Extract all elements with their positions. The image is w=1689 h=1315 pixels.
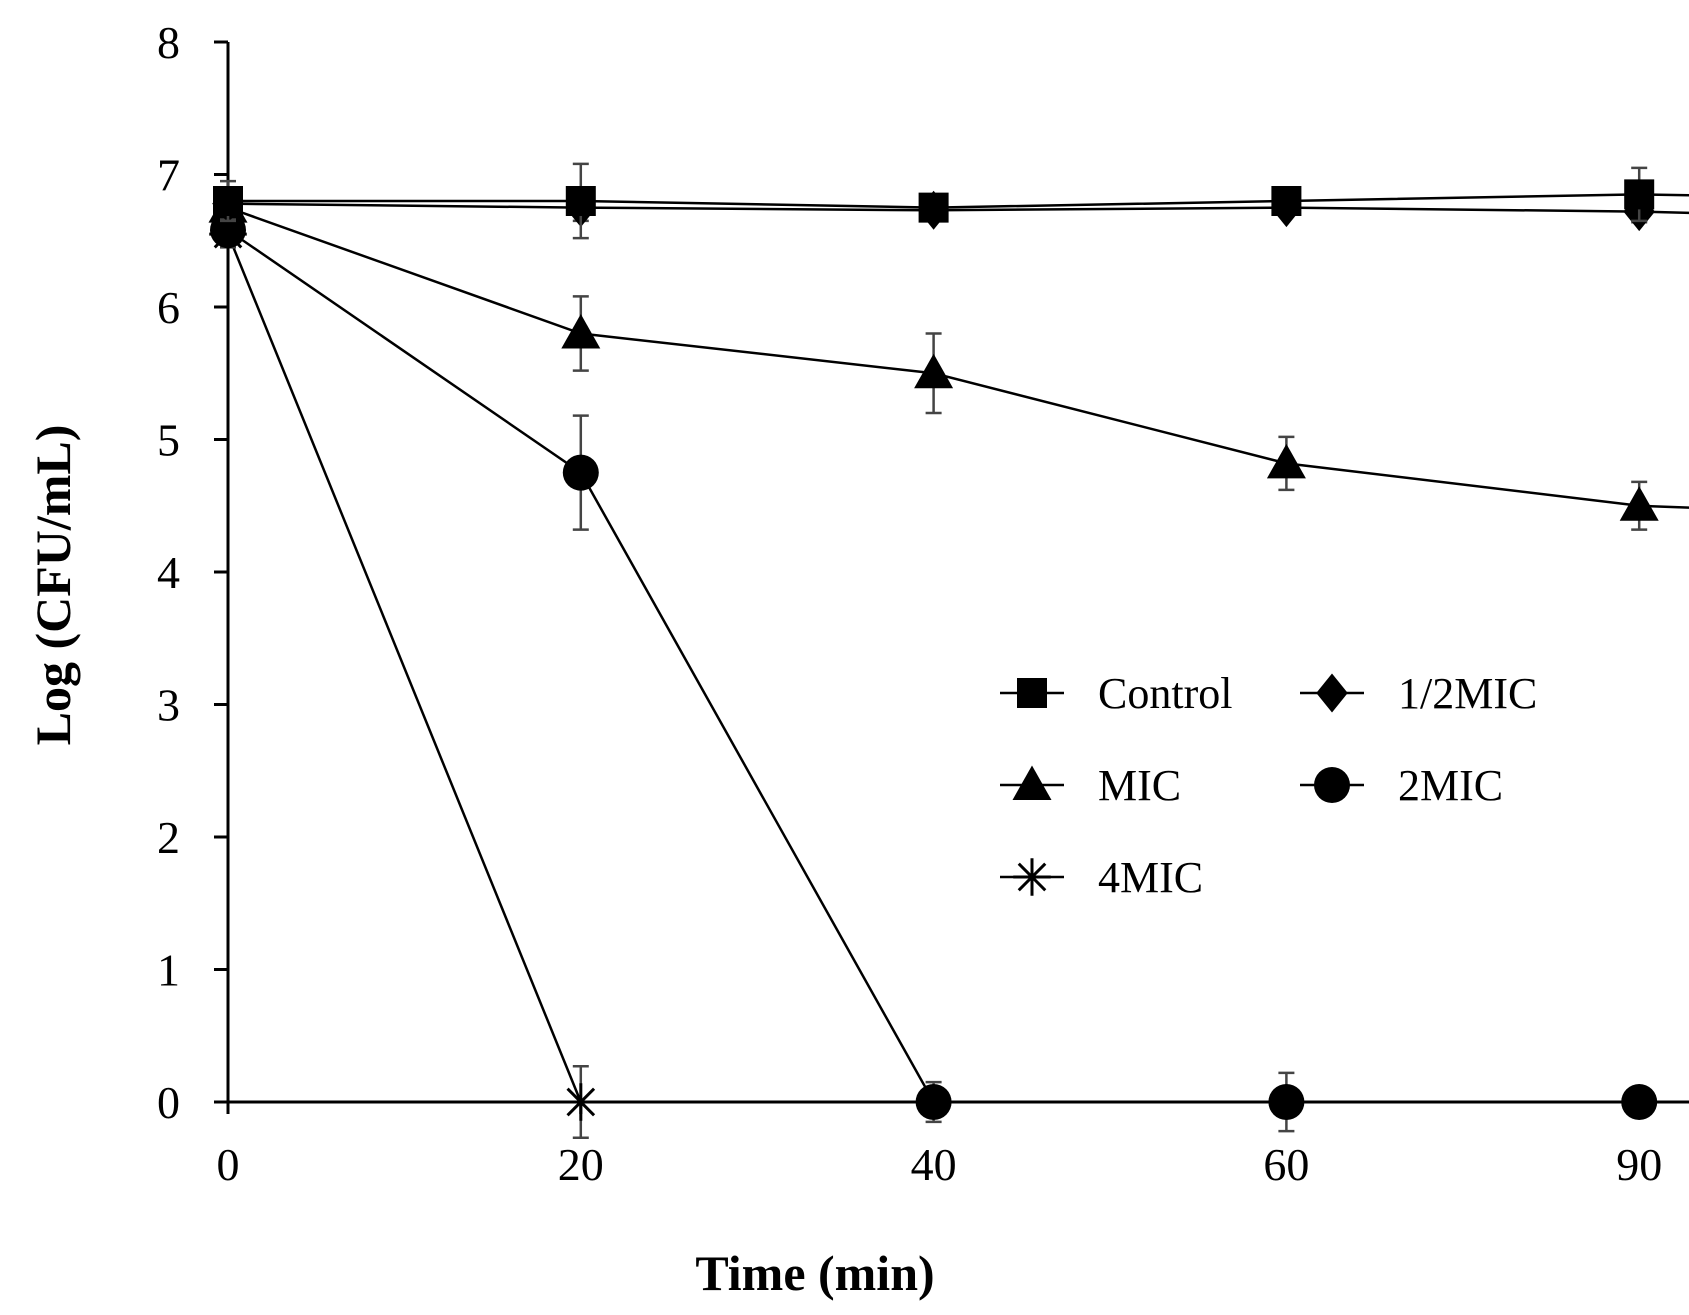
series-line-control <box>228 193 1689 209</box>
y-tick-label: 4 <box>157 547 180 598</box>
data-point-mic <box>1619 486 1659 521</box>
series-4mic <box>209 215 600 1140</box>
y-tick-label: 6 <box>157 282 180 333</box>
axes: 012345678020406090120 <box>157 17 1689 1190</box>
data-point-control <box>1624 179 1655 210</box>
legend-entry-2mic: 2MIC <box>1300 761 1503 810</box>
legend-entry-1-2mic: 1/2MIC <box>1300 669 1537 718</box>
series-mic <box>208 188 1689 531</box>
series-line-4mic <box>226 233 582 1103</box>
y-tick-label: 3 <box>157 680 180 731</box>
data-point-control <box>1271 186 1302 216</box>
data-point-control <box>213 186 243 216</box>
data-point-control <box>918 192 949 223</box>
x-tick-label: 60 <box>1263 1139 1309 1190</box>
y-tick-label: 7 <box>157 150 180 201</box>
data-point-control <box>565 186 596 216</box>
legend-label-4mic: 4MIC <box>1098 853 1203 902</box>
y-tick-label: 1 <box>157 945 180 996</box>
series-line-1-2mic <box>227 202 1689 215</box>
series-line-2mic <box>227 229 1689 1104</box>
data-point-2mic <box>915 1084 952 1120</box>
legend-entry-mic: MIC <box>1000 761 1181 810</box>
data-point-mic <box>561 314 601 349</box>
legend-label-control: Control <box>1098 669 1232 718</box>
data-point-2mic <box>1268 1084 1305 1120</box>
series-line-mic <box>227 206 1689 509</box>
x-tick-label: 40 <box>911 1139 957 1190</box>
x-tick-label: 20 <box>558 1139 604 1190</box>
legend: Control 1/2MIC MIC 2MIC 4MIC <box>1000 669 1537 902</box>
series-1-2mic <box>212 184 1689 232</box>
y-tick-label: 0 <box>157 1077 180 1128</box>
legend-label-1-2mic: 1/2MIC <box>1398 669 1537 718</box>
legend-marker-4mic <box>1013 858 1051 896</box>
legend-marker-2mic <box>1314 767 1350 803</box>
series-layer <box>208 162 1689 1140</box>
data-point-4mic <box>562 1083 600 1121</box>
legend-marker-mic <box>1012 765 1052 800</box>
legend-label-mic: MIC <box>1098 761 1181 810</box>
legend-marker-1-2mic <box>1316 673 1348 713</box>
data-point-mic <box>1266 443 1306 479</box>
y-axis-title: Log (CFU/mL) <box>25 425 81 746</box>
asterisk-stroke <box>1017 862 1047 892</box>
legend-label-2mic: 2MIC <box>1398 761 1503 810</box>
data-point-2mic <box>1621 1084 1658 1120</box>
data-point-2mic <box>562 454 599 491</box>
asterisk-stroke <box>566 1087 596 1117</box>
series-control <box>213 162 1689 240</box>
legend-entry-4mic: 4MIC <box>1000 853 1203 902</box>
x-tick-label: 0 <box>217 1139 240 1190</box>
legend-entry-control: Control <box>1000 669 1232 718</box>
legend-marker-control <box>1017 678 1047 708</box>
y-tick-label: 2 <box>157 812 180 863</box>
x-axis-title: Time (min) <box>695 1245 934 1301</box>
data-point-mic <box>914 353 954 389</box>
y-tick-label: 8 <box>157 17 180 68</box>
x-tick-label: 90 <box>1616 1139 1662 1190</box>
y-tick-label: 5 <box>157 415 180 466</box>
